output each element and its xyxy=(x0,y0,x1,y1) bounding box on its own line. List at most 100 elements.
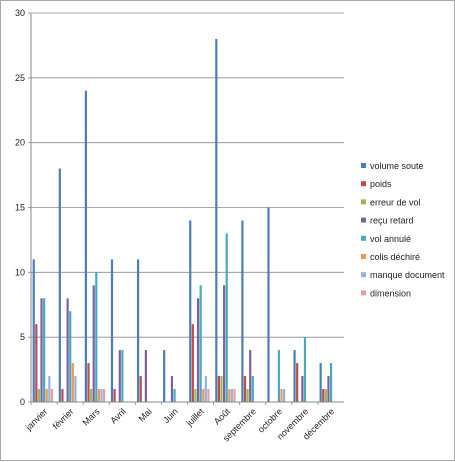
bar-vol-annulé-octobre xyxy=(277,350,280,402)
bar-dimension-Août xyxy=(233,389,236,402)
bar-volume-soute-février xyxy=(58,168,61,402)
y-axis-ticks: 0 5 10 15 20 25 30 xyxy=(15,8,31,407)
bar-vol-annulé-Juin xyxy=(173,389,176,402)
bar-poids-Mai xyxy=(139,376,142,402)
legend-swatch xyxy=(361,163,366,168)
bar-erreur-de-vol-Août xyxy=(220,376,223,402)
bar-erreur-de-vol-décembre xyxy=(324,389,327,402)
legend-swatch xyxy=(361,272,366,278)
bar-manque-document-janvier xyxy=(48,376,51,402)
bar-volume-soute-septembre xyxy=(241,220,244,402)
legend-swatch xyxy=(361,290,366,296)
bar-poids-juillet xyxy=(191,324,194,402)
bar-reçu-retard-Août xyxy=(223,285,226,402)
legend-label: volume soute xyxy=(370,161,424,171)
bar-reçu-retard-janvier xyxy=(40,298,43,402)
bar-colis-déchiré-octobre xyxy=(280,389,283,402)
x-tick-label: juillet xyxy=(184,406,207,429)
bar-poids-novembre xyxy=(296,363,299,402)
bar-colis-déchiré-février xyxy=(71,363,74,402)
bar-reçu-retard-février xyxy=(66,298,69,402)
legend-swatch xyxy=(361,217,366,223)
bar-poids-septembre xyxy=(243,376,247,402)
bar-manque-document-Mars xyxy=(100,389,103,402)
bar-poids-février xyxy=(61,389,64,402)
bar-vol-annulé-Mars xyxy=(95,272,98,402)
bar-vol-annulé-juillet xyxy=(199,285,202,402)
bar-manque-document-Août xyxy=(230,389,234,402)
bar-dimension-Mars xyxy=(103,389,106,402)
legend-label: poids xyxy=(370,179,392,189)
bar-poids-décembre xyxy=(322,389,325,402)
legend-swatch xyxy=(361,181,366,187)
bar-colis-déchiré-Août xyxy=(228,389,231,402)
bar-poids-Mars xyxy=(87,363,90,402)
bar-volume-soute-juillet xyxy=(189,220,192,402)
bar-poids-Août xyxy=(217,376,221,402)
legend-label: colis déchiré xyxy=(370,252,420,262)
bar-volume-soute-janvier xyxy=(32,259,35,402)
bar-manque-document-juillet xyxy=(204,376,207,402)
bar-erreur-de-vol-Mars xyxy=(90,389,93,402)
bar-manque-document-février xyxy=(74,376,77,402)
bar-vol-annulé-novembre xyxy=(303,337,307,402)
bar-dimension-juillet xyxy=(207,389,210,402)
bar-volume-soute-novembre xyxy=(293,350,296,402)
legend-label: reçu retard xyxy=(370,216,414,226)
bar-reçu-retard-Mai xyxy=(144,350,147,402)
bar-vol-annulé-décembre xyxy=(329,363,333,402)
bar-manque-document-octobre xyxy=(282,389,286,402)
x-tick-label: Avril xyxy=(108,406,127,425)
legend-label: vol annulé xyxy=(370,234,411,244)
legend-label: manque document xyxy=(370,270,445,280)
bar-reçu-retard-juillet xyxy=(196,298,200,402)
bar-reçu-retard-Juin xyxy=(170,376,174,402)
y-tick-label: 15 xyxy=(15,203,25,213)
y-tick-label: 10 xyxy=(15,267,25,277)
x-tick-label: Mars xyxy=(80,406,102,428)
x-tick-label: Mai xyxy=(136,406,153,423)
bar-volume-soute-Juin xyxy=(163,350,166,402)
legend-swatch xyxy=(361,254,366,259)
legend-swatch xyxy=(361,199,366,205)
bar-reçu-retard-décembre xyxy=(327,376,330,402)
bar-reçu-retard-novembre xyxy=(301,376,304,402)
bar-vol-annulé-février xyxy=(69,311,72,402)
bar-vol-annulé-septembre xyxy=(251,376,254,402)
bar-erreur-de-vol-septembre xyxy=(246,389,249,402)
y-tick-label: 0 xyxy=(20,397,25,407)
bars xyxy=(32,38,333,403)
x-axis-ticks: janvier février Mars Avril Mai Juin juillet Aoû… xyxy=(23,402,336,443)
y-tick-label: 30 xyxy=(15,8,25,18)
bar-vol-annulé-Août xyxy=(225,233,228,402)
bar-reçu-retard-Mars xyxy=(92,285,95,402)
bar-reçu-retard-septembre xyxy=(249,350,252,402)
x-tick-label: Août xyxy=(212,406,233,427)
bar-vol-annulé-janvier xyxy=(43,298,46,402)
x-tick-label: février xyxy=(51,406,76,431)
bar-colis-déchiré-janvier xyxy=(45,389,48,402)
gridlines xyxy=(31,12,344,338)
y-tick-label: 25 xyxy=(15,73,25,83)
bar-colis-déchiré-Mars xyxy=(97,389,101,402)
bar-dimension-janvier xyxy=(50,389,54,402)
legend-label: dimension xyxy=(370,288,411,298)
x-tick-label: Juin xyxy=(161,406,180,425)
bar-volume-soute-Mai xyxy=(136,259,140,402)
bar-colis-déchiré-juillet xyxy=(202,389,205,402)
bar-volume-soute-Août xyxy=(215,38,218,402)
bar-poids-janvier xyxy=(35,324,38,402)
bar-poids-Avril xyxy=(113,389,116,402)
legend-swatch xyxy=(361,235,366,241)
bar-erreur-de-vol-juillet xyxy=(194,389,197,402)
bar-reçu-retard-Avril xyxy=(118,350,121,402)
y-tick-label: 5 xyxy=(20,332,25,342)
bar-erreur-de-vol-janvier xyxy=(37,389,41,402)
bar-volume-soute-Avril xyxy=(110,259,114,402)
bar-volume-soute-décembre xyxy=(319,363,322,402)
y-tick-label: 20 xyxy=(15,138,25,148)
legend-label: erreur de vol xyxy=(370,197,421,207)
bar-volume-soute-Mars xyxy=(84,90,88,403)
